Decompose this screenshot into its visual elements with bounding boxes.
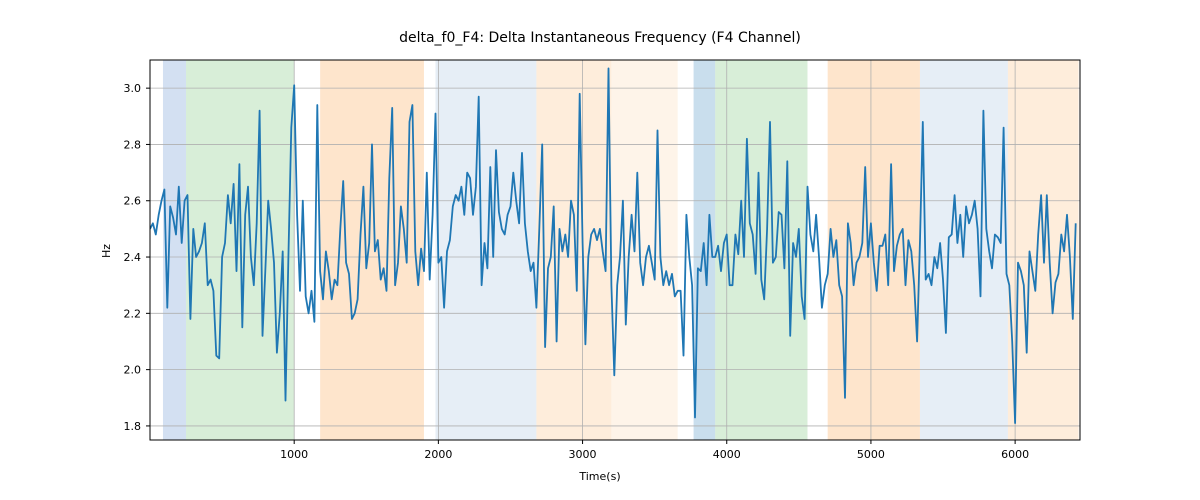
y-tick-label: 1.8 xyxy=(124,420,142,433)
band xyxy=(536,60,611,440)
band xyxy=(320,60,424,440)
y-tick-label: 3.0 xyxy=(124,82,142,95)
x-tick-label: 2000 xyxy=(424,448,452,461)
x-tick-label: 6000 xyxy=(1001,448,1029,461)
chart-svg: 1000 2000 3000 4000 5000 6000 1.8 2.0 2.2 2.4 2.6 2… xyxy=(0,0,1200,500)
y-tick-label: 2.4 xyxy=(124,251,142,264)
band xyxy=(828,60,920,440)
y-tick-label: 2.0 xyxy=(124,364,142,377)
y-tick-label: 2.6 xyxy=(124,195,142,208)
x-tick-label: 5000 xyxy=(857,448,885,461)
y-tick-label: 2.2 xyxy=(124,307,142,320)
x-tick-label: 4000 xyxy=(713,448,741,461)
band xyxy=(611,60,677,440)
y-tick-label: 2.8 xyxy=(124,138,142,151)
y-axis-label: Hz xyxy=(100,244,113,258)
chart-container: delta_f0_F4: Delta Instantaneous Frequen… xyxy=(0,0,1200,500)
chart-title: delta_f0_F4: Delta Instantaneous Frequen… xyxy=(0,30,1200,46)
x-axis-label: Time(s) xyxy=(0,470,1200,483)
x-tick-label: 1000 xyxy=(280,448,308,461)
x-tick-label: 3000 xyxy=(569,448,597,461)
